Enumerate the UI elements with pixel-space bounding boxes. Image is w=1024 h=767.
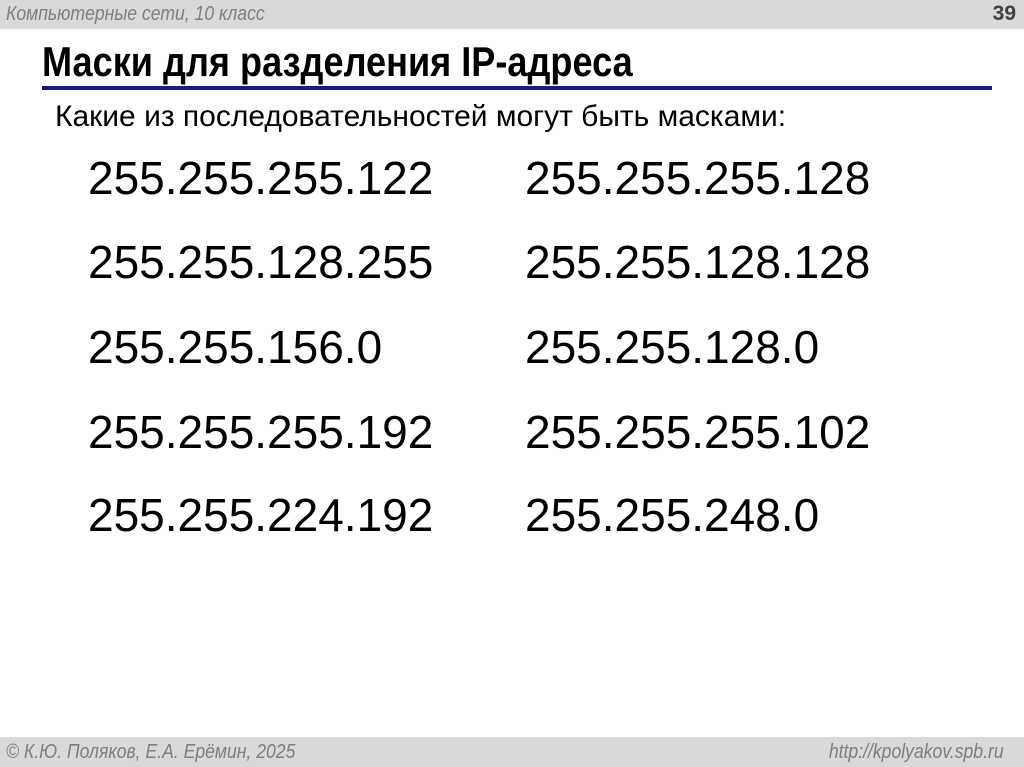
mask-option: 255.255.255.192 <box>88 406 434 458</box>
copyright: © К.Ю. Поляков, Е.А. Ерёмин, 2025 <box>6 741 296 763</box>
title-divider <box>42 86 992 90</box>
mask-option: 255.255.224.192 <box>88 489 434 541</box>
mask-option: 255.255.248.0 <box>525 489 820 541</box>
mask-option: 255.255.156.0 <box>88 321 383 373</box>
slide-title: Маски для разделения IP-адреса <box>42 38 633 85</box>
mask-option: 255.255.128.0 <box>525 321 820 373</box>
mask-option: 255.255.255.128 <box>525 152 871 204</box>
page-number: 39 <box>992 2 1016 25</box>
footer-bar: © К.Ю. Поляков, Е.А. Ерёмин, 2025 http:/… <box>0 737 1024 767</box>
mask-option: 255.255.128.128 <box>525 236 871 288</box>
mask-option: 255.255.255.102 <box>525 406 871 458</box>
mask-option: 255.255.128.255 <box>88 236 434 288</box>
site-link[interactable]: http://kpolyakov.spb.ru <box>829 741 1004 763</box>
question-text: Какие из последовательностей могут быть … <box>55 100 787 133</box>
course-name: Компьютерные сети, 10 класс <box>6 3 265 25</box>
header-bar: Компьютерные сети, 10 класс 39 <box>0 0 1024 29</box>
mask-option: 255.255.255.122 <box>88 152 434 204</box>
